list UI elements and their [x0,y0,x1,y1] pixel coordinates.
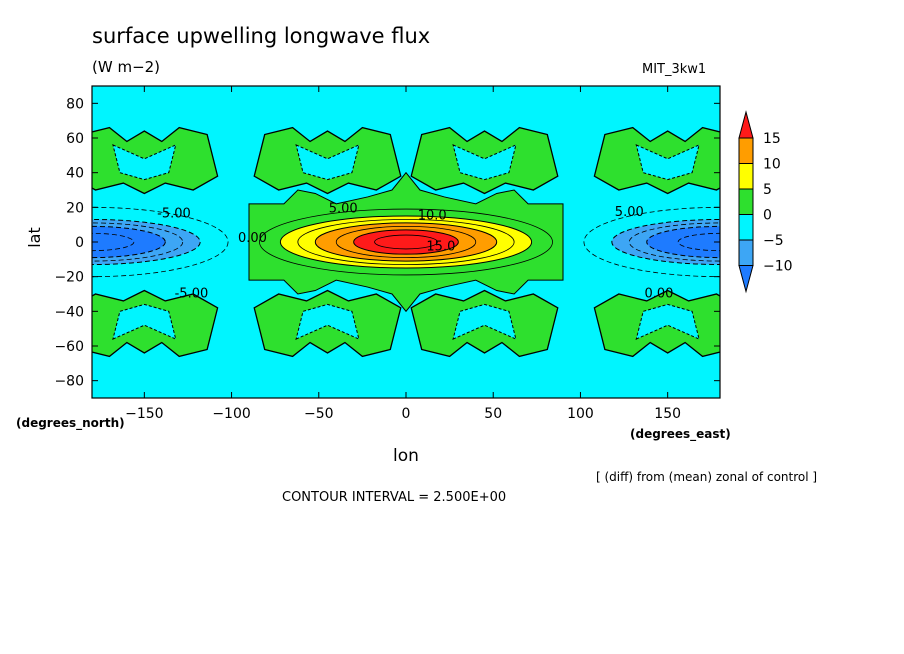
x-tick-label: −100 [212,406,250,422]
annotation-note: [ (diff) from (mean) zonal of control ] [596,470,818,484]
x-tick-label: 0 [402,406,411,422]
x-tick-label: −50 [304,406,334,422]
y-tick-label: −80 [54,374,84,390]
y-tick-label: 60 [66,131,84,147]
plot-area: 5.00 10.0 15.0 -5.00 0.00 5.00 -5.00 0.00 [92,86,720,398]
model-label: MIT_3kw1 [642,62,707,77]
colorbar-segment [738,239,754,266]
x-tick-label: 50 [484,406,502,422]
negative-contour-line [92,206,229,278]
chart-title: surface upwelling longwave flux [92,24,431,48]
x-tick-label: −150 [125,406,163,422]
contour-label: 15.0 [426,240,455,255]
contour-label: -5.00 [175,286,209,301]
ripple-hole [452,303,517,340]
colorbar-bottom-arrow [738,265,754,294]
colorbar-label: 15 [763,131,781,147]
ripple-hole [112,303,177,340]
negative-contour-line [583,206,720,278]
contour-line [335,225,477,258]
contour-label: 10.0 [418,208,447,223]
ripple-hole [635,144,700,181]
contour-line [374,234,438,250]
contour-interval-note: CONTOUR INTERVAL = 2.500E+00 [282,490,507,505]
contour-line [259,208,553,276]
y-tick-label: 0 [75,235,84,251]
x-tick-label: 100 [567,406,594,422]
contour-label: 0.00 [644,286,673,301]
negative-contour-line [677,232,720,252]
colorbar-label: 5 [763,182,772,198]
colorbar-label: 10 [763,157,781,173]
ripple-hole [635,303,700,340]
ripple-hole [112,144,177,181]
x-axis-units: (degrees_east) [630,427,731,441]
colorbar-label: −10 [763,259,793,275]
axes: −150 −100 −50 0 50 100 150 80 60 40 20 0 −20 −40 −60 −8… [54,86,720,422]
colorbar-segment [738,137,754,164]
y-tick-label: 20 [66,200,84,216]
y-tick-label: −20 [54,270,84,286]
contour-label: 0.00 [238,231,267,246]
colorbar-top-arrow [738,110,754,139]
ripple-hole [295,144,360,181]
contour-label: 5.00 [329,202,358,217]
negative-contour-line [92,222,184,262]
y-tick-label: −60 [54,339,84,355]
y-tick-label: −40 [54,304,84,320]
y-tick-label: 80 [66,96,84,112]
ripple-hole [452,144,517,181]
negative-contour-line [92,232,135,252]
colorbar-segment [738,214,754,241]
colorbar-label: −5 [763,233,784,249]
ripple-hole [295,303,360,340]
contour-label: 5.00 [615,205,644,220]
contour-line [297,219,515,265]
positive-contour-band [353,229,459,255]
chart-units: (W m−2) [92,58,161,76]
contour-label: -5.00 [157,207,191,222]
colorbar-segment [738,163,754,190]
x-axis-label: lon [393,446,419,466]
colorbar-label: 0 [763,208,772,224]
colorbar-segment [738,188,754,215]
y-tick-label: 40 [66,166,84,182]
colorbar: 15 10 5 0 −5 −10 [738,110,793,294]
y-axis-units: (degrees_north) [16,416,125,430]
x-tick-label: 150 [654,406,681,422]
